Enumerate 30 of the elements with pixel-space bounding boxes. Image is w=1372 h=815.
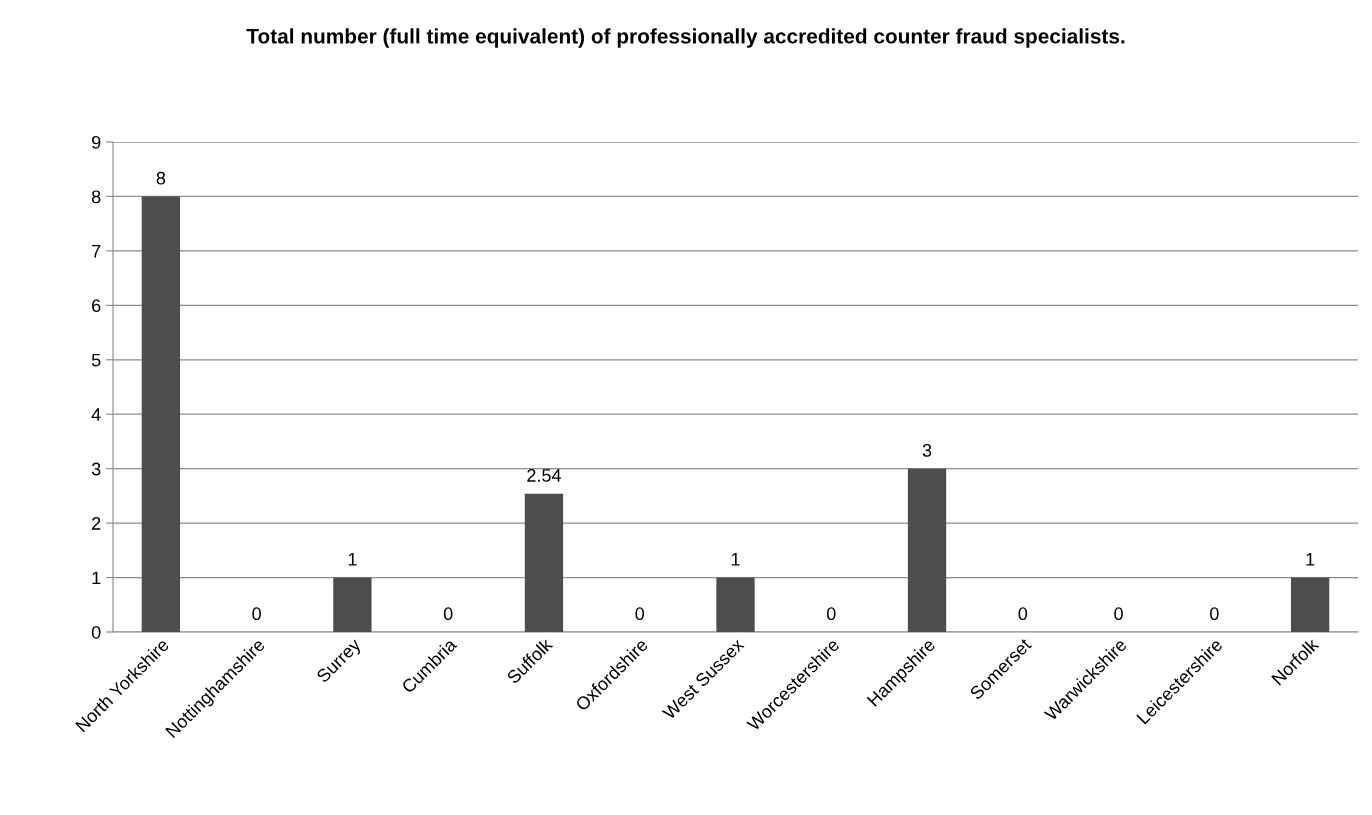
data-label: 0	[252, 607, 261, 621]
y-tick-label: 4	[91, 408, 101, 421]
data-label: 0	[635, 607, 645, 621]
bar	[1290, 577, 1330, 632]
data-label: 1	[348, 553, 357, 566]
bar	[716, 577, 755, 632]
data-label: 0	[1114, 607, 1123, 621]
y-tick-label: 7	[92, 245, 101, 258]
bar	[907, 468, 947, 632]
data-label: 1	[1306, 553, 1315, 566]
y-tick-label: 6	[92, 299, 101, 313]
y-tick-label: 5	[91, 353, 101, 367]
data-label: 0	[1018, 607, 1028, 621]
data-label: 1	[731, 553, 740, 566]
data-label: 8	[156, 171, 166, 185]
y-tick-label: 3	[91, 462, 101, 476]
y-tick-label: 2	[92, 517, 101, 530]
data-label: 0	[1210, 607, 1219, 621]
data-label: 2.54	[527, 469, 562, 482]
data-label: 0	[443, 607, 453, 621]
y-tick-label: 0	[91, 625, 101, 639]
y-tick-label: 1	[92, 571, 101, 585]
y-tick-label: 8	[91, 190, 101, 204]
bar	[524, 493, 564, 632]
bar	[141, 196, 181, 632]
data-label: 3	[922, 443, 932, 457]
bar	[333, 577, 372, 632]
y-tick-label: 9	[92, 135, 101, 149]
chart-title: Total number (full time equivalent) of professionally accredited counter fraud specialists.	[246, 28, 1125, 48]
data-label: 0	[826, 607, 836, 621]
